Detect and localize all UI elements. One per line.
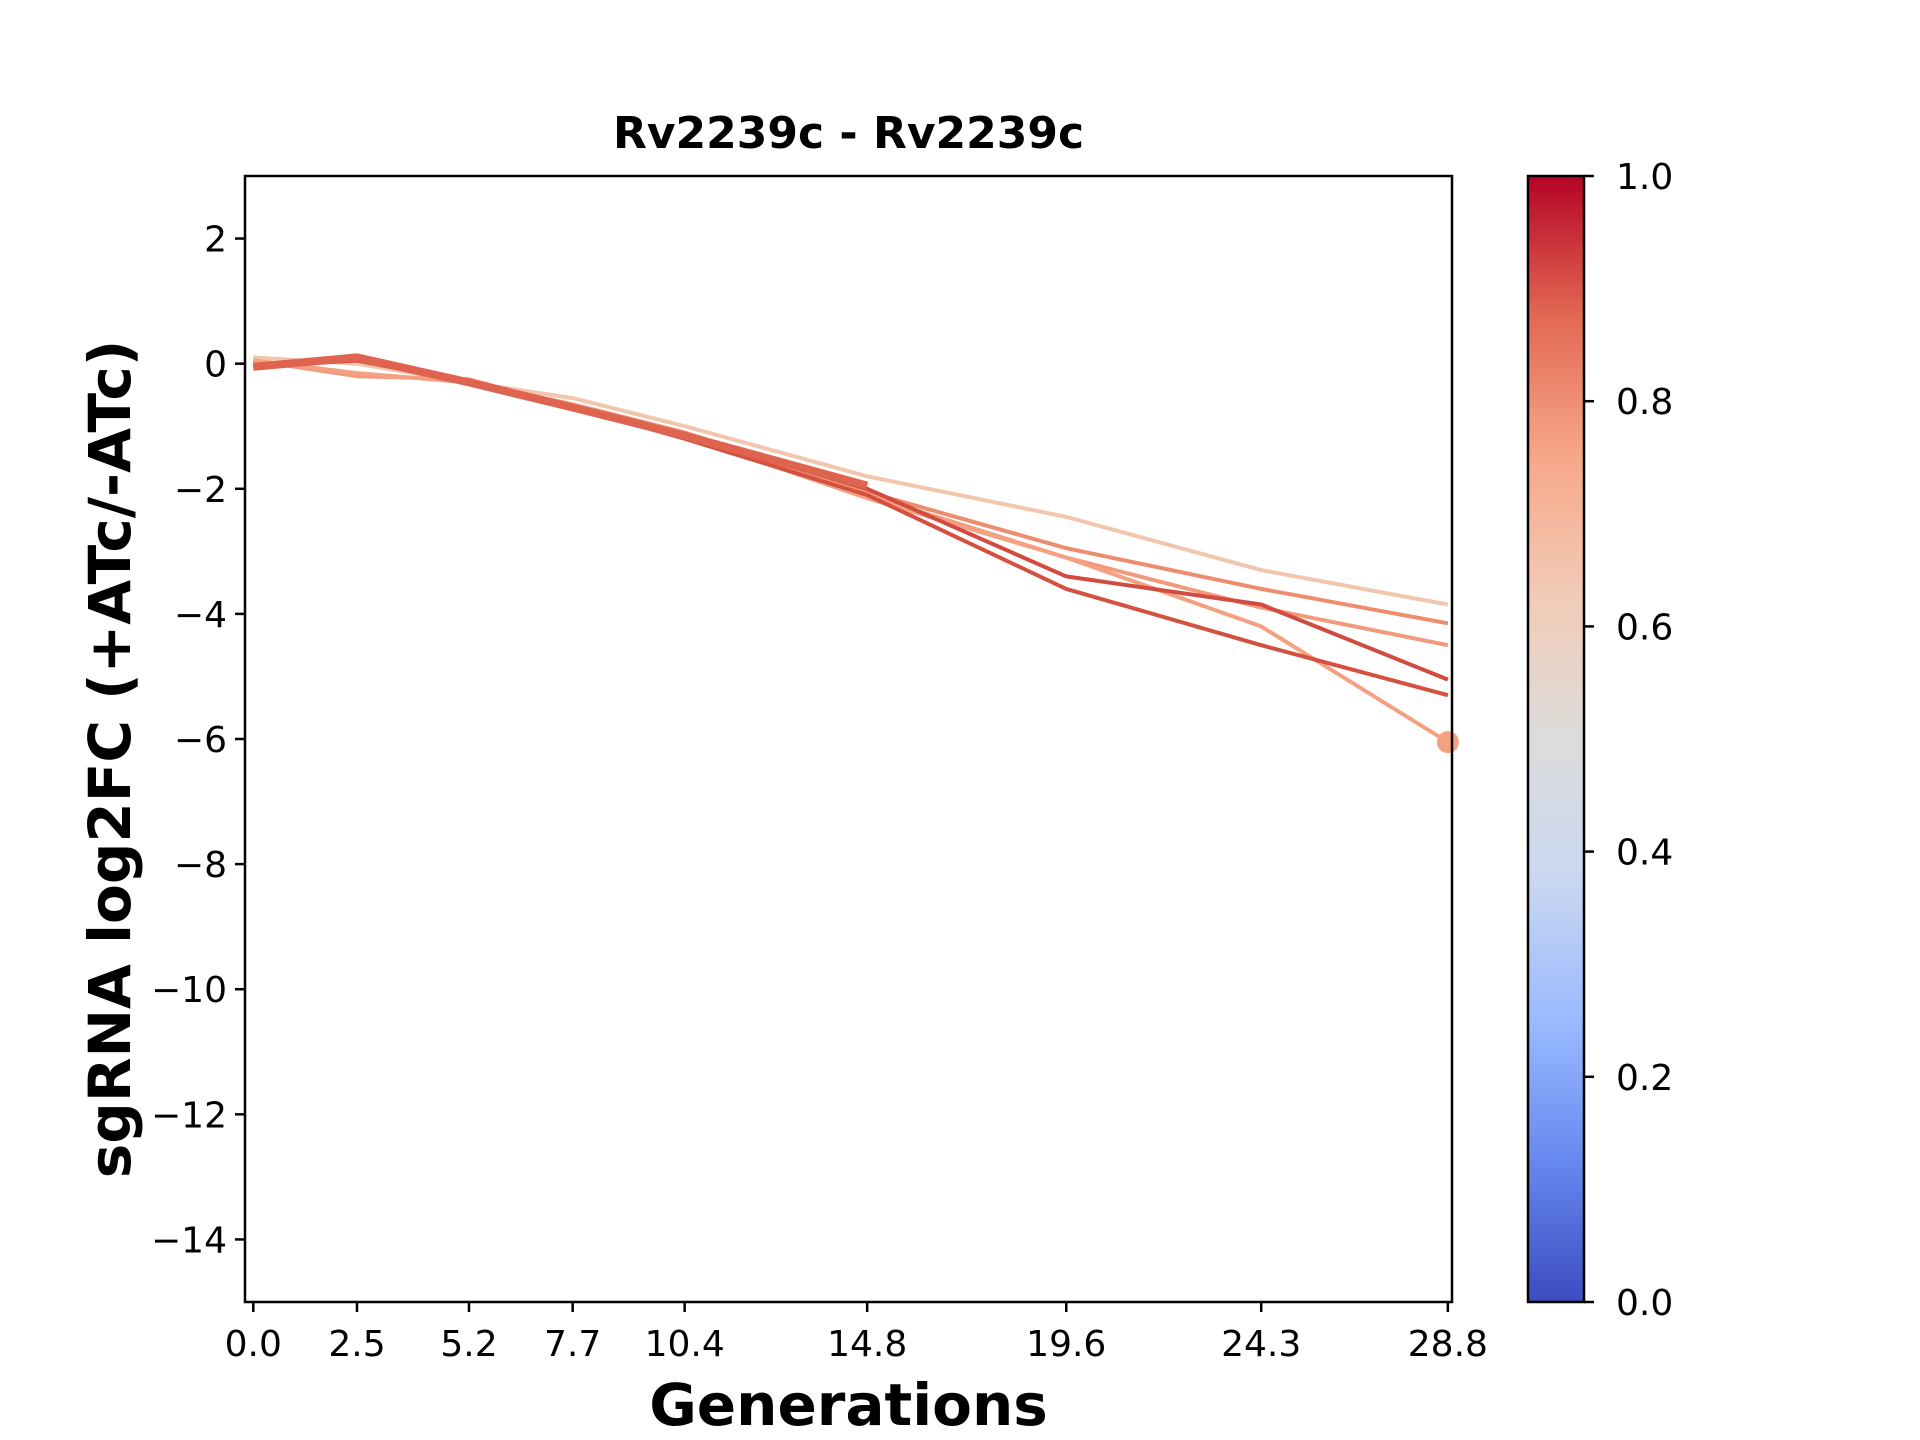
y-axis-label: sgRNA log2FC (+ATc/-ATc): [76, 340, 144, 1178]
colorbar-tick-label: 0.0: [1616, 1283, 1673, 1324]
series-line: [253, 358, 1449, 698]
y-tick-label: −12: [151, 1095, 227, 1136]
plot-lines: [252, 353, 1459, 754]
colorbar-frame: [1526, 174, 1586, 1304]
colorbar-tick-label: 0.4: [1616, 833, 1673, 874]
x-tick-label: 10.4: [645, 1324, 725, 1365]
colorbar-ticks: 0.0 0.2 0.4 0.6 0.8 1.0: [1584, 157, 1673, 1324]
colorbar-tick-label: 1.0: [1616, 157, 1673, 198]
colorbar-gradient: [1528, 176, 1584, 1302]
y-tick-label: −6: [174, 720, 227, 761]
x-tick-label: 2.5: [328, 1324, 385, 1365]
y-tick-label: 2: [204, 220, 227, 261]
x-tick-label: 24.3: [1221, 1324, 1301, 1365]
x-tick-label: 14.8: [827, 1324, 907, 1365]
x-tick-label: 5.2: [440, 1324, 497, 1365]
x-tick-label: 28.8: [1408, 1324, 1488, 1365]
colorbar-tick-label: 0.2: [1616, 1058, 1673, 1099]
y-tick-label: −4: [174, 595, 227, 636]
y-axis-ticks: 2 0 −2 −4 −6 −8 −10 −12 −14: [151, 220, 245, 1261]
series-line: [253, 358, 1449, 744]
y-tick-label: −10: [151, 970, 227, 1011]
y-tick-label: −14: [151, 1220, 227, 1261]
series-end-marker: [1436, 731, 1459, 754]
colorbar-tick-label: 0.8: [1616, 382, 1673, 423]
y-tick-label: −2: [174, 470, 227, 511]
x-tick-label: 7.7: [544, 1324, 601, 1365]
colorbar-tick-label: 0.6: [1616, 607, 1673, 648]
x-tick-label: 19.6: [1026, 1324, 1106, 1365]
x-axis-label: Generations: [649, 1371, 1048, 1439]
plot-frame: [243, 174, 1454, 1304]
x-tick-label: 0.0: [225, 1324, 282, 1365]
y-tick-label: 0: [204, 345, 227, 386]
colorbar: 0.0 0.2 0.4 0.6 0.8 1.0: [1526, 157, 1673, 1324]
series-line: [253, 355, 1449, 607]
chart-title: Rv2239c - Rv2239c: [613, 108, 1084, 159]
y-tick-label: −8: [174, 845, 227, 886]
x-axis-ticks: 0.0 2.5 5.2 7.7 10.4 14.8 19.6 24.3 28.8: [225, 1302, 1488, 1365]
series-line: [253, 358, 1449, 648]
series-line: [252, 353, 869, 490]
